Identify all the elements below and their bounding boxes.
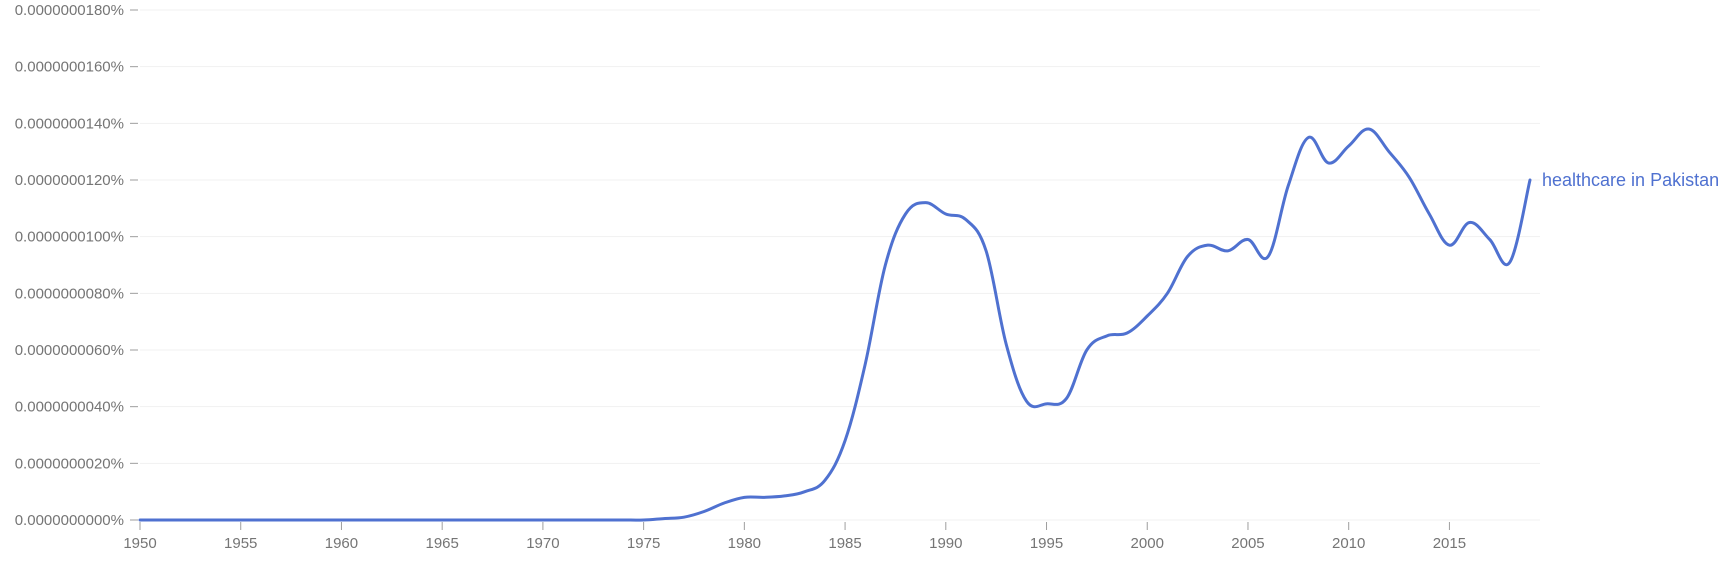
- y-tick-label: 0.0000000000%: [15, 512, 124, 529]
- y-tick-label: 0.0000000120%: [15, 172, 124, 189]
- x-tick-label: 1955: [224, 535, 257, 552]
- y-tick-label: 0.0000000040%: [15, 399, 124, 416]
- x-tick-label: 1985: [828, 535, 861, 552]
- y-tick-label: 0.0000000060%: [15, 342, 124, 359]
- x-tick-label: 1980: [728, 535, 761, 552]
- x-tick-label: 1995: [1030, 535, 1063, 552]
- chart-svg: 0.0000000000% 0.0000000020% 0.0000000040% 0…: [0, 0, 1731, 588]
- ngram-line-chart: 0.0000000000% 0.0000000020% 0.0000000040% 0…: [0, 0, 1731, 588]
- x-tick-label: 2005: [1231, 535, 1264, 552]
- x-tick-label: 1975: [627, 535, 660, 552]
- x-tick-label: 1960: [325, 535, 358, 552]
- y-tick-label: 0.0000000180%: [15, 2, 124, 19]
- x-tick-label: 2000: [1131, 535, 1164, 552]
- x-tick-label: 1965: [425, 535, 458, 552]
- y-tick-label: 0.0000000080%: [15, 285, 124, 302]
- x-tick-label: 2015: [1433, 535, 1466, 552]
- x-tick-label: 1970: [526, 535, 559, 552]
- x-tick-label: 1950: [123, 535, 156, 552]
- series-label[interactable]: healthcare in Pakistan: [1542, 170, 1719, 190]
- y-tick-label: 0.0000000100%: [15, 229, 124, 246]
- y-tick-label: 0.0000000160%: [15, 59, 124, 76]
- y-tick-label: 0.0000000140%: [15, 115, 124, 132]
- x-tick-label: 2010: [1332, 535, 1365, 552]
- x-tick-label: 1990: [929, 535, 962, 552]
- y-tick-label: 0.0000000020%: [15, 455, 124, 472]
